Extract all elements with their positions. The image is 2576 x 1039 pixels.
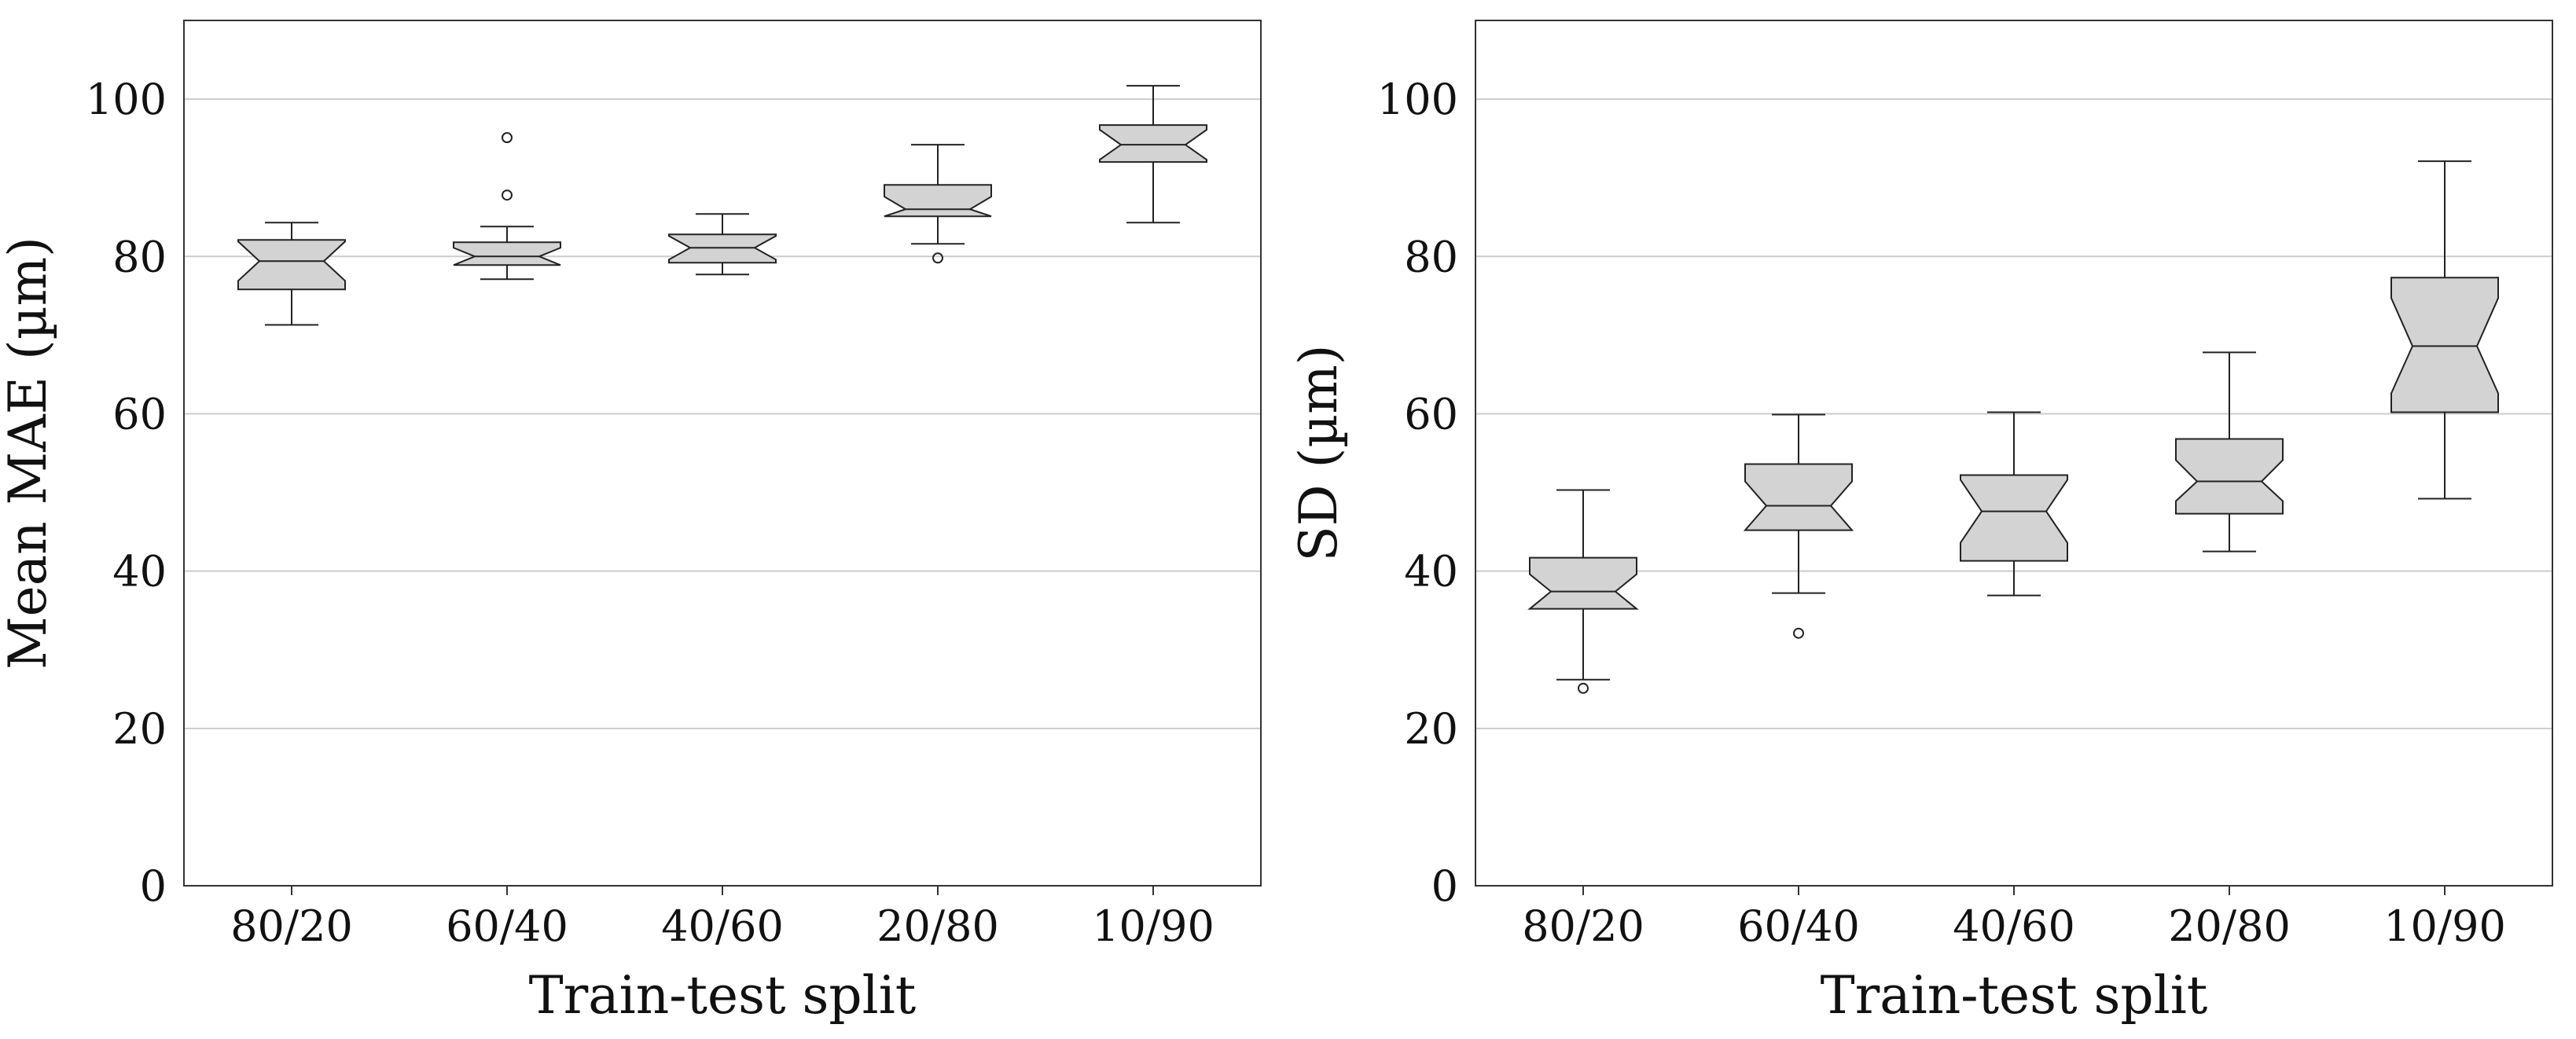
x-tick-label: 40/60: [661, 901, 784, 951]
x-tick-label: 20/80: [876, 901, 999, 951]
y-tick-label: 80: [112, 232, 167, 281]
box-10-90: [2390, 160, 2499, 500]
y-tick-label: 20: [1404, 704, 1458, 754]
x-axis-label: Train-test split: [1821, 965, 2208, 1026]
box-20-80: [2175, 351, 2284, 553]
y-tick-label: 100: [1377, 75, 1458, 124]
outlier-point: [932, 252, 943, 264]
panel-1: 0 20 40 60 80 100 80/20 60/40 40/60 20/80 10/90 Tra…: [0, 20, 1262, 1026]
box-40-60: [1960, 411, 2068, 597]
box-body: [884, 184, 992, 218]
y-tick-label: 0: [1431, 861, 1458, 911]
y-tick-label: 60: [1404, 389, 1458, 439]
x-tick-label: 40/60: [1953, 901, 2075, 951]
box-80-20: [1527, 489, 1639, 694]
box-60-40: [1743, 413, 1854, 639]
box-body: [1743, 463, 1854, 531]
panel-2: 0 20 40 60 80 100 80/20 60/40 40/60 20/80 10/90 Tra…: [1288, 20, 2553, 1026]
y-tick-label: 100: [86, 75, 167, 124]
box-body: [2175, 438, 2284, 515]
x-tick-label: 80/20: [1522, 901, 1644, 951]
x-tick-label: 10/90: [2383, 901, 2506, 951]
y-tick-label: 0: [140, 861, 167, 911]
x-tick-label: 60/40: [1737, 901, 1860, 951]
y-tick-label: 80: [1404, 232, 1458, 281]
y-tick-label: 40: [112, 547, 167, 597]
x-tick-label: 80/20: [230, 901, 353, 951]
box-body: [453, 241, 561, 266]
x-tick-label: 10/90: [1092, 901, 1215, 951]
box-20-80: [884, 144, 992, 264]
y-axis-label: Mean MAE (µm): [0, 237, 58, 670]
outlier-point: [1793, 627, 1804, 639]
x-tick-label: 20/80: [2168, 901, 2291, 951]
box-body: [1960, 474, 2068, 562]
outlier-point: [1578, 682, 1589, 694]
box-10-90: [1099, 85, 1207, 224]
y-axis-label: SD (µm): [1288, 344, 1349, 561]
box-60-40: [453, 132, 561, 281]
outlier-point: [502, 132, 513, 144]
box-40-60: [668, 213, 777, 276]
box-80-20: [237, 222, 346, 326]
y-tick-label: 40: [1404, 547, 1458, 597]
outlier-point: [502, 189, 513, 201]
x-axis-label: Train-test split: [529, 965, 917, 1026]
box-body: [237, 239, 346, 291]
box-body: [668, 233, 777, 264]
y-tick-label: 20: [112, 704, 167, 754]
box-body: [1099, 124, 1207, 163]
x-tick-label: 60/40: [446, 901, 568, 951]
box-body: [1527, 556, 1639, 610]
y-tick-label: 60: [112, 389, 167, 439]
box-body: [2390, 277, 2499, 413]
